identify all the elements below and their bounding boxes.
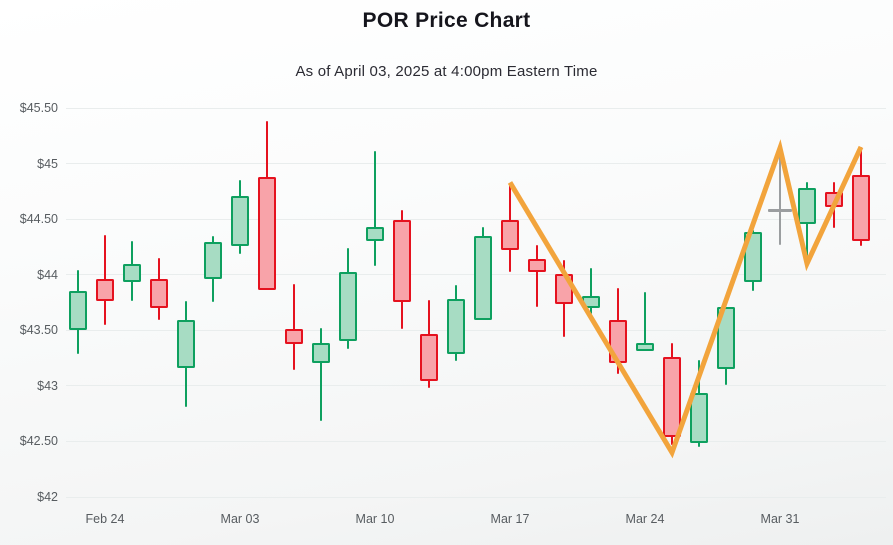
y-axis-label: $45.50: [19, 101, 58, 115]
candle: [609, 320, 627, 363]
candle: [663, 356, 681, 437]
y-axis-label: $42: [37, 490, 58, 504]
candle: [204, 242, 222, 280]
candle: [636, 342, 654, 352]
candle-wick: [698, 360, 700, 447]
candle: [231, 195, 249, 246]
x-axis-label: Mar 24: [625, 512, 665, 526]
candle: [96, 279, 114, 302]
candle-wick: [374, 151, 376, 266]
candle-wick: [320, 328, 322, 422]
candle: [123, 263, 141, 283]
candle-wick: [644, 292, 646, 352]
gridline: [66, 218, 886, 220]
candle: [420, 333, 438, 382]
gridline: [66, 440, 886, 442]
candle: [798, 188, 816, 224]
candle-wick: [806, 182, 808, 256]
candle: [312, 342, 330, 363]
gridline: [66, 385, 886, 387]
candle: [717, 306, 735, 370]
x-axis-label: Mar 17: [490, 512, 530, 526]
chart-subtitle: As of April 03, 2025 at 4:00pm Eastern T…: [295, 63, 598, 80]
candle: [852, 174, 870, 242]
candle: [744, 232, 762, 283]
candle-wick: [428, 300, 430, 389]
candle: [339, 272, 357, 342]
doji-candle: [768, 209, 792, 212]
gridline: [66, 163, 886, 165]
candle-wick: [725, 306, 727, 385]
candle: [366, 226, 384, 242]
candle: [150, 279, 168, 309]
candle-wick: [131, 241, 133, 302]
candle-wick: [158, 258, 160, 321]
candle: [690, 392, 708, 443]
gridline: [66, 107, 886, 109]
x-axis-label: Mar 31: [760, 512, 800, 526]
candle: [393, 220, 411, 303]
trend-zigzag-line: [507, 139, 864, 459]
candle-wick: [455, 284, 457, 362]
candle: [474, 235, 492, 321]
candle-wick: [860, 146, 862, 246]
candle-wick: [266, 121, 268, 291]
candle: [69, 291, 87, 331]
candle-wick: [185, 301, 187, 407]
candle-wick: [293, 283, 295, 371]
candle-wick: [509, 183, 511, 273]
candle-wick: [239, 180, 241, 254]
candle-wick: [563, 260, 565, 337]
x-axis-label: Mar 10: [355, 512, 395, 526]
candle-wick: [104, 234, 106, 325]
candle: [258, 176, 276, 291]
y-axis-label: $42.50: [19, 434, 58, 449]
x-axis-label: Mar 03: [220, 512, 260, 526]
candle: [825, 192, 843, 207]
candle: [285, 329, 303, 344]
y-axis-label: $43: [37, 378, 58, 393]
doji-wick: [779, 153, 781, 245]
gridline: [66, 329, 886, 331]
gridline: [66, 274, 886, 276]
y-axis-label: $45: [37, 156, 58, 171]
y-axis-label: $44.50: [19, 212, 58, 227]
candle-wick: [401, 210, 403, 330]
y-axis-label: $44: [37, 267, 58, 282]
candle: [528, 259, 546, 273]
candle-wick: [617, 288, 619, 374]
candle: [447, 299, 465, 354]
candle-wick: [671, 342, 673, 445]
candle: [501, 220, 519, 251]
candle-wick: [347, 248, 349, 350]
y-axis-label: $43.50: [19, 323, 58, 338]
candle: [582, 295, 600, 309]
candle-wick: [482, 226, 484, 321]
candle-wick: [833, 182, 835, 229]
chart-title: POR Price Chart: [362, 9, 531, 32]
candle-wick: [212, 235, 214, 303]
candle: [177, 320, 195, 369]
candle-wick: [590, 268, 592, 314]
candle: [555, 273, 573, 304]
candle-wick: [752, 230, 754, 292]
candle-wick: [536, 244, 538, 307]
x-axis-label: Feb 24: [85, 512, 125, 526]
gridline: [66, 496, 886, 498]
candle-wick: [77, 270, 79, 354]
